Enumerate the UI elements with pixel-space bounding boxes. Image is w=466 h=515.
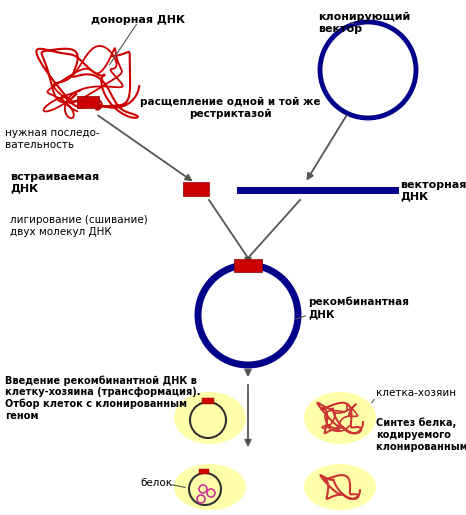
Text: рекомбинантная
ДНК: рекомбинантная ДНК xyxy=(308,297,409,319)
Text: векторная
ДНК: векторная ДНК xyxy=(400,180,466,201)
Ellipse shape xyxy=(304,464,376,510)
Text: белок: белок xyxy=(140,478,172,488)
Text: Введение рекомбинантной ДНК в
клетку-хозяина (трансформация).
Отбор клеток с кло: Введение рекомбинантной ДНК в клетку-хоз… xyxy=(5,375,200,421)
Ellipse shape xyxy=(174,464,246,510)
FancyBboxPatch shape xyxy=(77,96,99,108)
FancyBboxPatch shape xyxy=(183,182,209,196)
Ellipse shape xyxy=(174,392,246,444)
Text: донорная ДНК: донорная ДНК xyxy=(91,15,185,25)
Text: лигирование (сшивание)
двух молекул ДНК: лигирование (сшивание) двух молекул ДНК xyxy=(10,215,148,236)
FancyBboxPatch shape xyxy=(199,469,209,474)
Text: клонирующий
вектор: клонирующий вектор xyxy=(318,12,410,33)
FancyBboxPatch shape xyxy=(234,259,262,272)
Text: встраиваемая
ДНК: встраиваемая ДНК xyxy=(10,172,99,194)
Ellipse shape xyxy=(304,392,376,444)
FancyBboxPatch shape xyxy=(202,398,214,404)
Text: Синтез белка,
кодируемого
клонированным геном: Синтез белка, кодируемого клонированным … xyxy=(376,418,466,452)
Text: расщепление одной и той же
рестриктазой: расщепление одной и той же рестриктазой xyxy=(140,97,320,119)
Text: клетка-хозяин: клетка-хозяин xyxy=(376,388,456,398)
Text: нужная последо-
вательность: нужная последо- вательность xyxy=(5,128,100,149)
